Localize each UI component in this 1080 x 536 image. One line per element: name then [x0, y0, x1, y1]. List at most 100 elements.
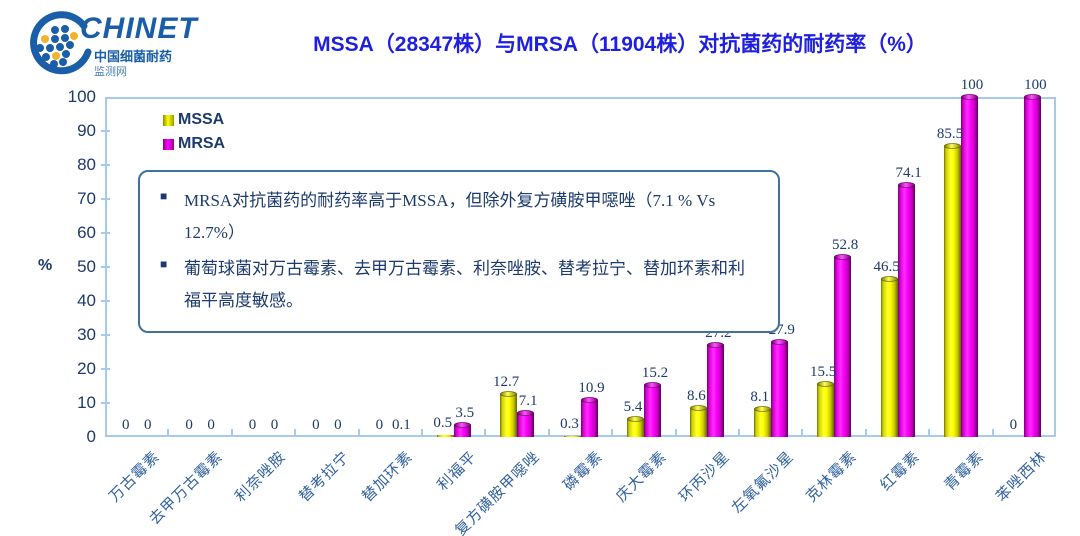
x-axis-label: 青霉素 [941, 448, 988, 495]
bar-mrsa [453, 422, 471, 437]
y-tick-mark [101, 266, 110, 268]
value-label: 8.1 [750, 389, 770, 406]
value-label: 0 [312, 417, 320, 433]
x-tick-mark [991, 429, 994, 437]
bar-mssa [626, 415, 644, 437]
legend-item-mssa: MSSA [163, 108, 225, 132]
y-tick-label: 50 [77, 257, 96, 276]
bar-top-cap [880, 275, 898, 282]
bar-top-cap [690, 404, 708, 411]
y-tick-label: 60 [77, 223, 96, 242]
bar-mssa [436, 435, 454, 437]
note-text-1: MRSA对抗菌药的耐药率高于MSSA，但除外复方磺胺甲噁唑（7.1 % Vs 1… [184, 191, 716, 242]
bar-top-cap [817, 381, 835, 388]
y-tick-mark [101, 300, 110, 302]
bar-top-cap [1024, 94, 1042, 100]
value-label: 52.8 [832, 237, 859, 254]
bar-group: 8.1 27.9 [739, 97, 802, 437]
bar-mssa [753, 406, 771, 437]
y-tick-label: 30 [77, 325, 96, 344]
note-bullet-2: ■ 葡萄球菌对万古霉素、去甲万古霉素、利奈唑胺、替考拉宁、替加环素和利福平高度敏… [160, 253, 758, 317]
y-tick-mark [101, 164, 110, 166]
bar-top-cap [770, 339, 788, 346]
value-label: 12.7 [493, 373, 520, 390]
bar-top-cap [517, 409, 535, 416]
y-tick-label: 90 [77, 121, 96, 140]
y-tick-mark [101, 402, 110, 404]
y-tick-mark [101, 334, 110, 336]
y-tick-label: 40 [77, 291, 96, 310]
x-tick-mark [167, 429, 170, 437]
x-tick-mark [801, 429, 804, 437]
value-label: 8.6 [686, 387, 706, 404]
bullet-icon: ■ [160, 257, 168, 271]
chinet-logo: CHINET 中国细菌耐药 监测网 [22, 8, 212, 86]
bar-top-cap [500, 390, 518, 397]
value-label: 0 [248, 417, 257, 433]
bar-group: 0.3 10.9 [549, 97, 612, 437]
bar-mrsa [897, 182, 915, 437]
bar-top-cap [626, 415, 644, 422]
bar-mrsa [517, 409, 535, 437]
bullet-icon: ■ [160, 189, 168, 203]
x-tick-mark [864, 429, 867, 437]
x-tick-mark [230, 429, 233, 437]
x-tick-mark [357, 429, 360, 437]
bar-top-cap [960, 94, 978, 100]
bar-top-cap [580, 396, 598, 403]
bar-top-cap [707, 341, 725, 348]
bar-mrsa [707, 341, 725, 437]
y-tick-label: 100 [67, 87, 96, 106]
bar-mssa [690, 404, 708, 437]
x-axis-label: 红霉素 [878, 448, 924, 495]
x-tick-mark [547, 429, 550, 437]
x-tick-mark [674, 429, 677, 437]
mrsa-swatch-icon [163, 138, 174, 150]
value-label: 100 [1024, 77, 1047, 93]
y-tick-label: 0 [86, 427, 96, 446]
bar-groups: 0 0 0 0 0 0 0 0 0 0.1 0.5 3.5 12.7 7.1 0.3 10.9 5.4 15.2 8… [105, 77, 1056, 437]
x-axis-label: 利奈唑胺 [233, 448, 290, 506]
logo-name: CHINET [80, 12, 198, 45]
bar-top-cap [643, 382, 661, 389]
bar-mssa [817, 381, 835, 437]
bar-group: 0 100 [993, 77, 1056, 437]
legend-label-mrsa: MRSA [178, 135, 226, 152]
y-tick-label: 80 [77, 155, 96, 174]
logo-subtitle: 中国细菌耐药 [94, 49, 173, 64]
bar-top-cap [834, 254, 852, 261]
value-label: 0 [375, 417, 384, 433]
value-label: 85.5 [936, 126, 964, 143]
value-label: 0 [334, 417, 342, 433]
bar-group: 46.5 74.1 [866, 97, 929, 437]
value-label: 0.1 [391, 416, 411, 433]
value-label: 0 [1009, 417, 1018, 433]
value-label: 3.5 [455, 405, 475, 422]
note-bullet-1: ■ MRSA对抗菌药的耐药率高于MSSA，但除外复方磺胺甲噁唑（7.1 % Vs… [160, 185, 758, 249]
bar-mrsa [1024, 94, 1042, 437]
y-tick-label: 70 [77, 189, 96, 208]
x-axis-label: 万古霉素 [106, 448, 163, 506]
chart-title: MSSA（28347株）与MRSA（11904株）对抗菌药的耐药率（%） [313, 33, 927, 56]
value-label: 15.5 [810, 364, 837, 381]
value-label: 74.1 [895, 165, 922, 182]
logo-subtitle-2: 监测网 [94, 66, 127, 78]
bar-top-cap [453, 422, 471, 429]
bar-mssa [943, 143, 961, 437]
y-tick-mark [101, 130, 110, 132]
value-label: 7.1 [518, 392, 538, 409]
y-tick-label: 10 [77, 393, 96, 412]
x-tick-mark [294, 429, 297, 437]
bar-top-cap [943, 143, 961, 150]
note-box: ■ MRSA对抗菌药的耐药率高于MSSA，但除外复方磺胺甲噁唑（7.1 % Vs… [138, 170, 780, 333]
value-label: 10.9 [578, 379, 605, 396]
bar-top-cap [897, 182, 915, 189]
note-text-2: 葡萄球菌对万古霉素、去甲万古霉素、利奈唑胺、替考拉宁、替加环素和利福平高度敏感。 [184, 259, 745, 310]
bar-mrsa [960, 94, 978, 437]
value-label: 0 [207, 417, 215, 433]
